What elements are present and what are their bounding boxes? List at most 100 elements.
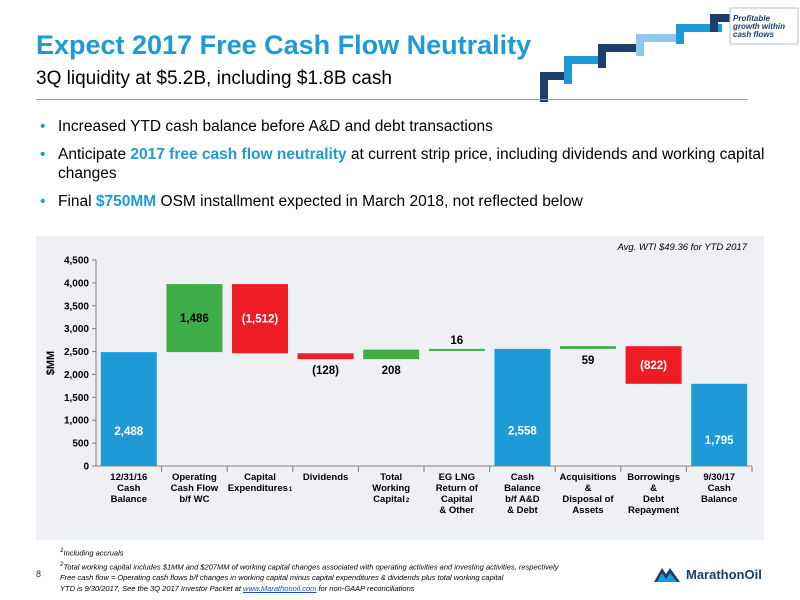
page-title: Expect 2017 Free Cash Flow Neutrality: [36, 30, 532, 60]
bullet-list: • Increased YTD cash balance before A&D …: [40, 117, 780, 220]
x-tick-label-line: Cash: [708, 483, 731, 494]
x-tick-label: Dividends: [303, 472, 348, 483]
y-tick-label: 1,500: [64, 393, 89, 404]
x-tick-label-line: &: [650, 483, 657, 494]
x-tick-label-line: Balance: [111, 494, 147, 505]
x-tick-label-line: Cash Flow: [171, 483, 219, 494]
x-tick-label-line: 12/31/16: [110, 472, 147, 483]
bar-value-label: (1,512): [242, 314, 279, 326]
footnote-4: YTD is 9/30/2017, See the 3Q 2017 Invest…: [60, 583, 558, 594]
x-tick-label-line: Disposal of: [562, 494, 614, 505]
y-tick-label: 3,000: [64, 324, 89, 335]
bar-2: [166, 284, 223, 353]
footnote-mark: 2: [60, 560, 64, 568]
x-tick-label-line: Dividends: [303, 472, 348, 483]
bullet-dot-icon: •: [40, 118, 46, 135]
x-tick-label-line: Cash: [117, 483, 140, 494]
bar-value-label: 2,558: [508, 425, 537, 437]
x-tick-label-line: & Other: [439, 505, 474, 516]
bar-6: [428, 348, 485, 351]
bar-3: [232, 284, 288, 354]
x-tick-label: Acquisitions & Disposal of Assets: [559, 472, 616, 516]
x-tick-label-line: Return of: [436, 483, 479, 494]
x-tick-label-line: Total: [380, 472, 402, 483]
bullet-item: • Final $750MM OSM installment expected …: [40, 192, 780, 211]
footnote-text: YTD is 9/30/2017, See the 3Q 2017 Invest…: [60, 584, 244, 593]
footnote-text: for non-GAAP reconciliations: [316, 584, 415, 593]
footnotes: 1Including accruals 2Total working capit…: [60, 545, 558, 594]
footnote-text: Free cash flow = Operating cash flows b/…: [60, 573, 504, 582]
x-tick-label-line: EG LNG: [439, 472, 475, 483]
company-logo: MarathonOil: [652, 562, 792, 588]
x-tick-label: 9/30/17 Cash Balance: [701, 472, 737, 505]
investor-packet-link[interactable]: www.Marathonoil.com: [243, 584, 317, 593]
x-tick-label: Total Working Capital2: [372, 472, 410, 505]
bar-5: [363, 349, 420, 360]
x-tick-label-superscript: 1: [289, 487, 293, 493]
bullet-text: Final: [58, 193, 96, 210]
x-tick-label-line: Operating: [172, 472, 217, 483]
y-tick-label: 4,000: [64, 278, 89, 289]
bar-value-label: 2,488: [114, 426, 143, 438]
footnote-text: Total working capital includes $1MM and …: [63, 562, 559, 571]
bar-value-label: (128): [312, 365, 339, 377]
bullet-highlight: $750MM: [95, 193, 157, 210]
x-tick-label-line: Cash: [511, 472, 534, 483]
x-tick-label-line: &: [585, 483, 592, 494]
waterfall-chart-panel: Avg. WTI $49.36 for YTD 2017 $MM 0 500 1,000…: [36, 236, 764, 540]
bullet-highlight: 2017 free cash flow neutrality: [130, 146, 347, 163]
y-tick-label: 1,000: [64, 416, 89, 427]
x-tick-label-line: b/f WC: [179, 494, 209, 505]
y-tick-label: 4,500: [64, 256, 89, 267]
y-tick-label: 0: [83, 462, 89, 473]
bar-value-label: 16: [450, 335, 463, 347]
bullet-dot-icon: •: [40, 193, 46, 210]
x-tick-label-line: b/f A&D: [505, 494, 540, 505]
footnote-mark: 1: [60, 547, 64, 554]
page-subtitle: 3Q liquidity at $5.2B, including $1.8B c…: [36, 68, 392, 89]
title-divider: [36, 99, 748, 100]
footnote-3: Free cash flow = Operating cash flows b/…: [60, 572, 558, 583]
bar-value-label: 59: [582, 355, 595, 367]
bar-value-label: (822): [640, 360, 667, 372]
x-tick-label-line: Capital: [441, 494, 473, 505]
bullet-text: Increased YTD cash balance before A&D an…: [58, 118, 493, 135]
bullet-text: Anticipate: [58, 146, 131, 163]
bar-value-label: 1,486: [180, 313, 209, 325]
waterfall-chart: Avg. WTI $49.36 for YTD 2017 $MM 0 500 1,000…: [45, 242, 753, 516]
bullet-text: OSM installment expected in March 2018, …: [156, 193, 583, 210]
bullet-text: at current strip price, including divide…: [58, 146, 765, 182]
bullet-dot-icon: •: [40, 146, 46, 163]
x-tick-label-line: Borrowings: [627, 472, 680, 483]
y-tick-label: 2,000: [64, 370, 89, 381]
bar-1: [100, 352, 157, 466]
bar-value-label: 208: [382, 365, 402, 377]
header-decoration: [540, 7, 799, 102]
marathon-logo-icon: [654, 568, 680, 582]
bullet-item: • Increased YTD cash balance before A&D …: [40, 117, 780, 136]
footnote-2: 2Total working capital includes $1MM and…: [60, 559, 558, 573]
x-tick-label: Operating Cash Flow b/f WC: [171, 472, 219, 505]
x-tick-label-line: Expenditures: [228, 483, 288, 494]
page-number: 8: [36, 569, 42, 579]
y-tick-label: 3,500: [64, 301, 89, 312]
x-tick-label-line: 9/30/17: [703, 472, 735, 483]
x-tick-label-line: Acquisitions: [559, 472, 616, 483]
y-tick-label: 500: [72, 439, 89, 450]
x-tick-label: Capital Expenditures1: [228, 472, 293, 494]
bar-value-label: 1,795: [705, 435, 734, 447]
bar-4: [297, 353, 354, 360]
footnote-1: 1Including accruals: [60, 545, 558, 559]
x-tick-label-line: Assets: [572, 505, 603, 516]
bar-7: [494, 348, 551, 466]
bar-8: [560, 346, 616, 349]
x-tick-label-line: Debt: [643, 494, 665, 505]
x-tick-label-superscript: 2: [406, 498, 410, 504]
bullet-item: • Anticipate 2017 free cash flow neutral…: [40, 145, 780, 183]
x-tick-label-line: Capital: [244, 472, 276, 483]
x-tick-label: 12/31/16 Cash Balance: [110, 472, 147, 505]
x-tick-label-line: Balance: [701, 494, 737, 505]
tagline: Profitable growth within cash flows: [733, 14, 785, 39]
y-tick-label: 2,500: [64, 347, 89, 358]
x-tick-label: Borrowings & Debt Repayment: [627, 472, 680, 516]
